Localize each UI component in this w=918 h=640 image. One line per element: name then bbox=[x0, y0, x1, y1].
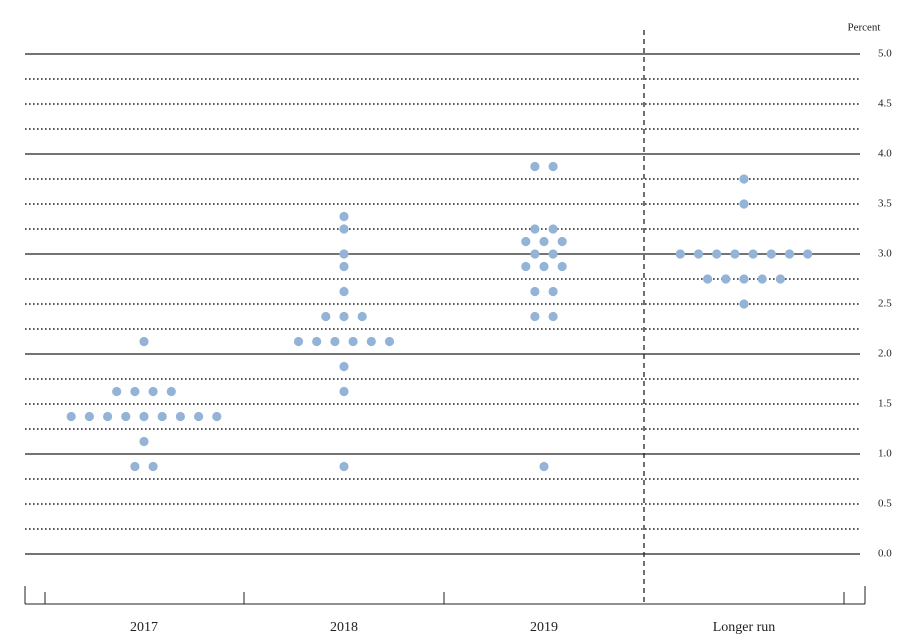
dot bbox=[66, 411, 76, 422]
dot bbox=[703, 274, 713, 284]
dot bbox=[530, 224, 540, 234]
dot bbox=[166, 386, 176, 397]
dot bbox=[139, 436, 149, 447]
dot bbox=[766, 249, 776, 259]
dot bbox=[312, 336, 322, 347]
dot bbox=[530, 161, 540, 172]
dot bbox=[548, 161, 558, 172]
y-tick-label: 2.5 bbox=[878, 298, 892, 310]
dot bbox=[339, 261, 349, 272]
dot bbox=[739, 199, 749, 209]
y-tick-label: 1.0 bbox=[878, 448, 892, 460]
dot bbox=[557, 261, 567, 272]
x-tick-label: Longer run bbox=[713, 620, 776, 635]
dot bbox=[148, 461, 158, 472]
dot bbox=[366, 336, 376, 347]
dot bbox=[521, 261, 531, 272]
y-tick-label: 0.5 bbox=[878, 498, 892, 510]
dot bbox=[530, 249, 540, 259]
dot bbox=[157, 411, 167, 422]
dot bbox=[339, 286, 349, 297]
dot bbox=[521, 236, 531, 247]
dot bbox=[675, 249, 685, 259]
x-tick-label: 2017 bbox=[130, 620, 158, 635]
dot bbox=[339, 461, 349, 472]
dot bbox=[548, 286, 558, 297]
dot bbox=[357, 311, 367, 322]
dot bbox=[739, 174, 749, 184]
y-axis-label: Percent bbox=[848, 22, 881, 34]
dot bbox=[548, 249, 558, 259]
dot bbox=[539, 236, 549, 247]
dot bbox=[103, 411, 113, 422]
dot bbox=[757, 274, 767, 284]
dot bbox=[548, 224, 558, 234]
dot bbox=[730, 249, 740, 259]
y-tick-label: 4.0 bbox=[878, 148, 892, 160]
dot bbox=[548, 311, 558, 322]
x-tick-label: 2018 bbox=[330, 620, 358, 635]
dot bbox=[112, 386, 122, 397]
dot bbox=[530, 311, 540, 322]
dot bbox=[84, 411, 94, 422]
y-tick-label: 0.0 bbox=[878, 548, 892, 560]
y-tick-label: 2.0 bbox=[878, 348, 892, 360]
bottom-axis bbox=[24, 586, 866, 605]
dot bbox=[712, 249, 722, 259]
dot bbox=[175, 411, 185, 422]
dot bbox=[121, 411, 131, 422]
dot bbox=[330, 336, 340, 347]
dot bbox=[721, 274, 731, 284]
dot bbox=[339, 361, 349, 372]
dot bbox=[539, 261, 549, 272]
y-tick-label: 1.5 bbox=[878, 398, 892, 410]
dot bbox=[693, 249, 704, 259]
y-tick-label: 3.5 bbox=[878, 198, 892, 210]
dot bbox=[803, 249, 813, 259]
x-tick-label: 2019 bbox=[530, 620, 558, 635]
y-tick-label: 5.0 bbox=[878, 48, 892, 60]
dot bbox=[339, 224, 349, 234]
dot bbox=[339, 249, 349, 259]
dot bbox=[139, 411, 149, 422]
dot bbox=[784, 249, 795, 259]
dot bbox=[130, 386, 140, 397]
y-tick-label: 3.0 bbox=[878, 248, 892, 260]
dot bbox=[384, 336, 395, 347]
dot bbox=[148, 386, 158, 397]
dot bbox=[739, 274, 749, 284]
dot bbox=[212, 411, 222, 422]
dot bbox=[539, 461, 549, 472]
dot bbox=[348, 336, 358, 347]
dot bbox=[557, 236, 567, 247]
dot bbox=[339, 311, 349, 322]
dot bbox=[321, 311, 331, 322]
dot bbox=[339, 211, 349, 222]
dot bbox=[748, 249, 758, 259]
dot bbox=[530, 286, 540, 297]
dot bbox=[130, 461, 140, 472]
dot bbox=[775, 274, 786, 284]
y-tick-label: 4.5 bbox=[878, 98, 892, 110]
dot bbox=[739, 299, 749, 309]
dot bbox=[339, 386, 349, 397]
dot bbox=[194, 411, 204, 422]
dot bbox=[139, 336, 149, 347]
dot bbox=[293, 336, 304, 347]
